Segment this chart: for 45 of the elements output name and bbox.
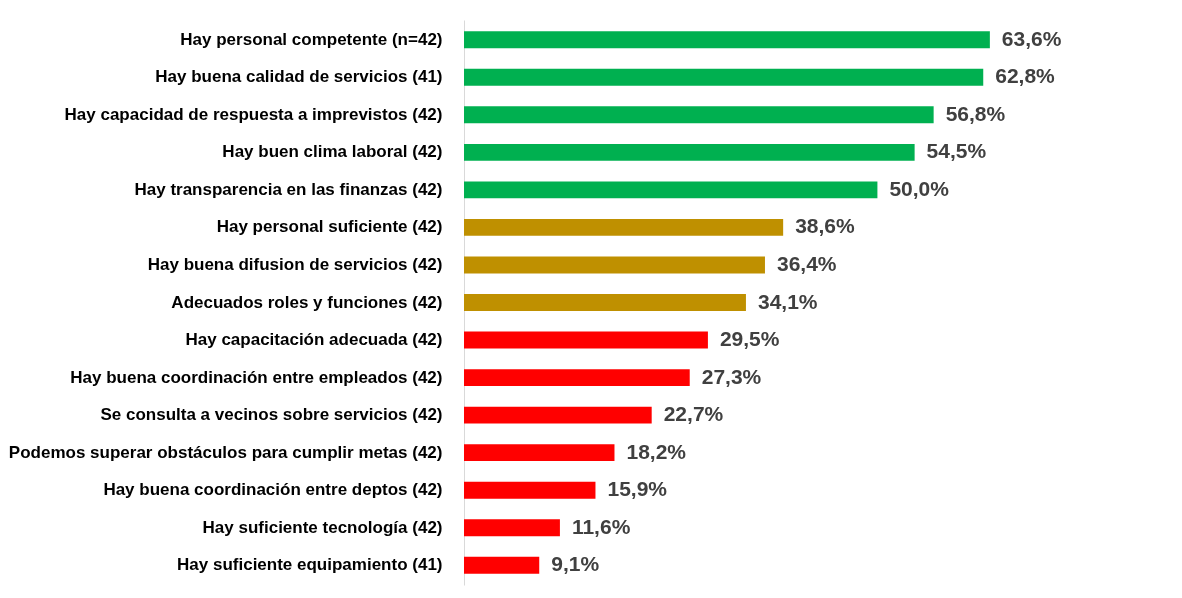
y-tick-label: Hay capacidad de respuesta a imprevistos (42) [64,104,443,124]
y-tick-label: Adecuados roles y funciones (42) [171,292,443,312]
data-label: 29,5% [719,327,780,351]
bar [464,556,540,574]
bar [464,143,915,161]
y-tick-label: Hay suficiente tecnología (42) [202,517,443,537]
bar [464,481,596,499]
data-label: 34,1% [757,289,818,313]
bar [464,181,878,199]
data-label: 11,6% [571,514,631,538]
y-tick-label: Hay buena calidad de servicios (41) [155,67,443,87]
bar [464,369,690,387]
data-label: 54,5% [926,139,987,163]
y-tick-label: Podemos superar obstáculos para cumplir metas (42) [8,442,443,462]
y-tick-label: Se consulta a vecinos sobre servicios (42) [100,405,443,425]
data-label: 15,9% [607,477,668,501]
y-tick-label: Hay buen clima laboral (42) [222,142,443,162]
bar [464,294,746,311]
bar [464,106,934,124]
data-label: 18,2% [626,439,687,463]
y-tick-label: Hay buena coordinación entre empleados (42) [70,367,443,387]
y-tick-label: Hay personal competente (n=42) [180,29,443,49]
bar [464,406,652,424]
y-tick-label: Hay capacitación adecuada (42) [185,330,443,350]
data-label: 27,3% [701,364,762,388]
y-tick-label: Hay buena coordinación entre deptos (42) [103,480,443,500]
data-label: 36,4% [776,251,837,275]
bar [464,444,615,462]
bar [464,331,708,349]
data-label: 22,7% [663,402,724,426]
y-tick-label: Hay buena difusion de servicios (42) [147,254,443,274]
y-tick-label: Hay personal suficiente (42) [216,217,443,237]
y-tick-label: Hay transparencia en las finanzas (42) [134,179,443,199]
bar [464,68,984,86]
data-label: 50,0% [889,176,950,200]
data-label: 56,8% [945,101,1006,125]
data-label: 9,1% [551,552,600,576]
bar [464,218,784,236]
data-label: 38,6% [795,214,856,238]
bar [464,256,765,274]
bar [464,31,990,49]
bar [464,519,560,537]
y-tick-label: Hay suficiente equipamiento (41) [177,555,443,575]
data-label: 63,6% [1001,26,1062,50]
data-label: 62,8% [995,64,1056,88]
